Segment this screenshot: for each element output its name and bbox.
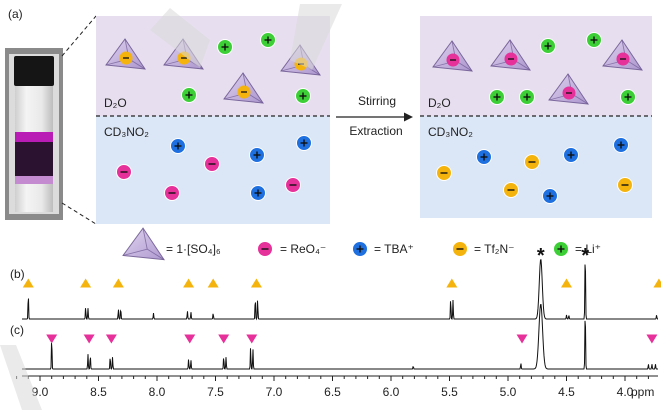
axis-tick-label: 8.0	[149, 385, 166, 399]
axis-tick-label: 6.5	[324, 385, 341, 399]
perrhenate-anion-icon	[164, 185, 180, 201]
triflimide-anion-icon	[503, 182, 519, 198]
legend-cage-label: = 1·[SO₄]₆	[166, 242, 221, 256]
panel-label-a: (a)	[8, 7, 23, 21]
watermark	[0, 4, 342, 410]
lithium-ion-icon	[295, 88, 311, 104]
triflimide-anion-icon	[524, 154, 540, 170]
spectrum-c-line	[22, 304, 658, 370]
perrhenate-anion-icon	[116, 164, 132, 180]
tba-cation-icon	[613, 137, 629, 153]
axis-tick-label: 7.5	[207, 385, 224, 399]
triflimide-peak-marker	[250, 278, 262, 288]
vial-photo	[5, 48, 63, 220]
legend-lithium-icon	[553, 241, 569, 257]
spectrum-b-line	[22, 259, 658, 321]
triflimide-peak-marker	[22, 278, 34, 288]
axis-tick-label: 4.5	[558, 385, 575, 399]
legend-lithium-label: = Li⁺	[575, 242, 601, 256]
triflimide-peak-marker	[112, 278, 124, 288]
perrhenate-peak-marker	[46, 334, 58, 344]
perrhenate-anion-icon	[204, 156, 220, 172]
lithium-ion-icon	[519, 89, 535, 105]
tba-cation-icon	[296, 135, 312, 151]
axis-tick-label: 7.0	[266, 385, 283, 399]
axis-ticks-layer: 9.0 8.5 8.0 7.5 7.0 6.5 6.0 5.5 5.0 4.5 4.0	[16, 376, 649, 399]
axis-tick-label: 6.0	[383, 385, 400, 399]
phase-label-d2o-right: D₂O	[428, 96, 451, 110]
triflimide-peak-marker	[80, 278, 92, 288]
triflimide-anion-icon	[617, 177, 633, 193]
cage-icon	[548, 73, 590, 105]
solvent-peak-asterisk: *	[581, 245, 589, 267]
axis-tick-label: 4.0	[617, 385, 634, 399]
tba-cation-icon	[170, 138, 186, 154]
cage-icon	[490, 39, 532, 71]
solvent-peak-asterisk: *	[537, 245, 545, 267]
legend-tba-label: = TBA⁺	[374, 242, 414, 256]
tba-cation-icon	[249, 147, 265, 163]
lithium-ion-icon	[217, 39, 233, 55]
triflimide-peak-marker	[653, 278, 661, 288]
phase-label-cd3no2-right: CD₃NO₂	[428, 125, 473, 139]
perrhenate-peak-marker	[83, 334, 95, 344]
tba-cation-icon	[250, 185, 266, 201]
spectra-layer: * *	[22, 245, 661, 370]
axis-tick-label: 5.0	[500, 385, 517, 399]
cage-icon	[432, 40, 474, 72]
panel-label-c: (c)	[10, 323, 24, 337]
legend-cage-icon	[122, 227, 166, 261]
lithium-ion-icon	[181, 87, 197, 103]
axis-tick-label: 8.5	[90, 385, 107, 399]
lithium-ion-icon	[540, 38, 556, 54]
phase-label-cd3no2-left: CD₃NO₂	[104, 125, 149, 139]
icons-layer	[105, 32, 644, 261]
perrhenate-peak-marker	[184, 334, 196, 344]
legend-perrhenate-label: = ReO₄⁻	[280, 242, 326, 256]
cage-icon	[602, 39, 644, 71]
triflimide-peak-marker	[183, 278, 195, 288]
legend-perrhenate-icon	[257, 241, 273, 257]
lithium-ion-icon	[620, 89, 636, 105]
triflimide-anion-icon	[436, 165, 452, 181]
zoom-line-top	[61, 15, 97, 57]
zoom-line-bottom	[61, 202, 97, 225]
process-label-stirring: Stirring	[358, 94, 396, 108]
perrhenate-peak-marker	[218, 334, 230, 344]
lithium-ion-icon	[586, 32, 602, 48]
legend-tba-icon	[352, 241, 368, 257]
cage-icon	[223, 72, 265, 104]
tba-cation-icon	[542, 188, 558, 204]
perrhenate-peak-marker	[516, 334, 528, 344]
legend-triflimide-icon	[452, 241, 468, 257]
process-label-extraction: Extraction	[349, 124, 402, 138]
x-axis-unit: ppm	[631, 385, 654, 399]
process-arrow-head	[404, 112, 413, 122]
tba-cation-icon	[563, 147, 579, 163]
perrhenate-peak-marker	[105, 334, 117, 344]
panel-label-b: (b)	[10, 267, 25, 281]
cage-icon	[105, 38, 147, 70]
lithium-ion-icon	[489, 89, 505, 105]
triflimide-peak-marker	[446, 278, 458, 288]
perrhenate-anion-icon	[285, 177, 301, 193]
perrhenate-peak-marker	[646, 334, 658, 344]
perrhenate-peak-marker	[246, 334, 258, 344]
phase-label-d2o-left: D₂O	[104, 96, 127, 110]
legend-triflimide-label: = Tf₂N⁻	[474, 242, 514, 256]
axis-tick-label: 5.5	[441, 385, 458, 399]
tba-cation-icon	[476, 149, 492, 165]
triflimide-peak-marker	[207, 278, 219, 288]
triflimide-peak-marker	[561, 278, 572, 288]
lithium-ion-icon	[260, 32, 276, 48]
